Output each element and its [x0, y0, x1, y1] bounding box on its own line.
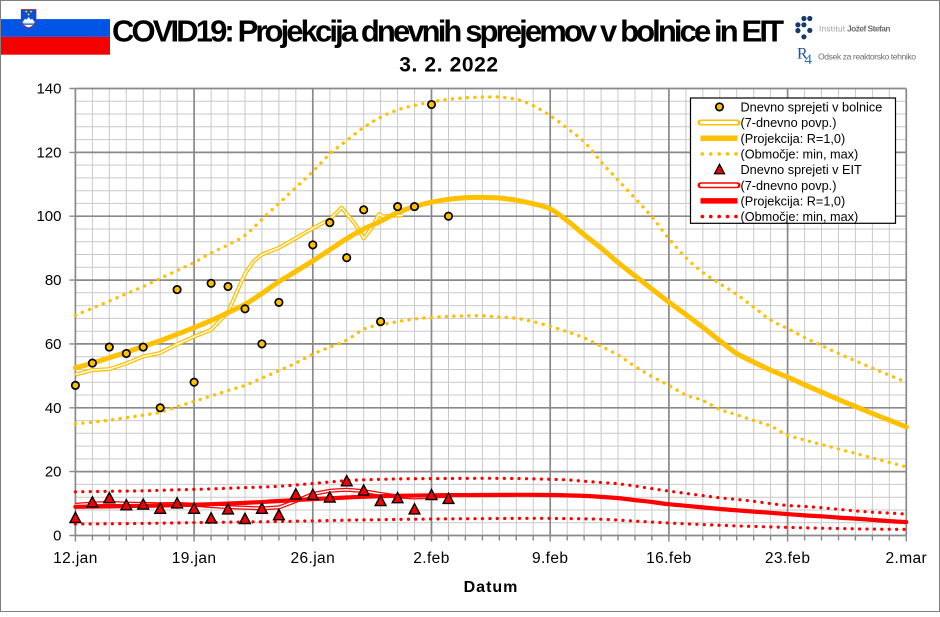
svg-text:COVID19: Projekcija dnevnih sp: COVID19: Projekcija dnevnih sprejemov v … [112, 14, 784, 49]
svg-text:2.mar: 2.mar [885, 550, 927, 567]
svg-text:Odsek za reaktorsko tehniko: Odsek za reaktorsko tehniko [818, 52, 916, 62]
svg-text:16.feb: 16.feb [646, 550, 692, 567]
svg-text:R: R [797, 46, 808, 63]
svg-text:(7-dnevno povp.): (7-dnevno povp.) [741, 116, 837, 130]
svg-text:60: 60 [45, 336, 62, 353]
svg-text:Datum: Datum [464, 579, 519, 596]
svg-text:Dnevno sprejeti v EIT: Dnevno sprejeti v EIT [741, 163, 863, 177]
svg-text:4: 4 [805, 52, 813, 68]
svg-text:Jožef Stefan: Jožef Stefan [847, 24, 891, 34]
svg-text:Institut: Institut [819, 25, 846, 34]
svg-text:26.jan: 26.jan [290, 550, 335, 567]
svg-text:(Območje: min, max): (Območje: min, max) [741, 210, 859, 224]
svg-text:100: 100 [36, 208, 61, 225]
svg-text:Dnevno sprejeti v bolnice: Dnevno sprejeti v bolnice [741, 101, 883, 115]
svg-text:3. 2. 2022: 3. 2. 2022 [399, 54, 498, 77]
svg-text:(Območje: min, max): (Območje: min, max) [741, 147, 859, 161]
svg-text:(7-dnevno povp.): (7-dnevno povp.) [741, 179, 837, 193]
svg-text:(Projekcija: R=1,0): (Projekcija: R=1,0) [741, 132, 846, 146]
svg-text:140: 140 [36, 81, 61, 98]
svg-text:23.feb: 23.feb [765, 550, 811, 567]
svg-text:9.feb: 9.feb [532, 550, 568, 567]
svg-text:20: 20 [45, 464, 62, 481]
svg-text:(Projekcija: R=1,0): (Projekcija: R=1,0) [741, 194, 846, 208]
svg-text:80: 80 [45, 272, 62, 289]
svg-text:0: 0 [53, 528, 61, 545]
svg-text:120: 120 [36, 144, 61, 161]
svg-text:40: 40 [45, 400, 62, 417]
svg-text:12.jan: 12.jan [53, 550, 98, 567]
svg-text:2.feb: 2.feb [413, 550, 449, 567]
svg-text:19.jan: 19.jan [172, 550, 217, 567]
